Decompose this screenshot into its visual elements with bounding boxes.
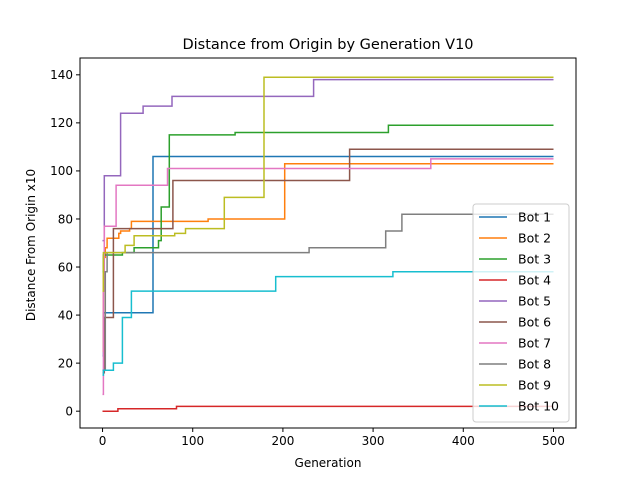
y-tick-label: 120 xyxy=(50,116,73,130)
legend-label: Bot 7 xyxy=(518,336,551,351)
plot-lines xyxy=(102,76,554,412)
x-axis-label: Generation xyxy=(295,456,362,470)
y-axis: 0 20 40 60 80 100 120 140 xyxy=(50,68,80,418)
legend-label: Bot 6 xyxy=(518,315,551,330)
series-line-bot-4 xyxy=(102,405,554,412)
y-tick-label: 100 xyxy=(50,164,73,178)
y-tick-label: 80 xyxy=(58,212,73,226)
legend-label: Bot 3 xyxy=(518,252,551,267)
x-tick-label: 100 xyxy=(181,434,204,448)
x-tick-label: 500 xyxy=(542,434,565,448)
legend: Bot 1 Bot 2 Bot 3 Bot 4 Bot 5 Bot 6 Bot 7 Bot 8… xyxy=(472,203,570,423)
legend-label: Bot 9 xyxy=(518,378,551,393)
legend-label: Bot 4 xyxy=(518,273,551,288)
series-line-bot-5 xyxy=(102,78,554,242)
chart-title: Distance from Origin by Generation V10 xyxy=(182,37,473,53)
series-line-bot-2 xyxy=(102,162,554,352)
legend-label: Bot 5 xyxy=(518,294,551,309)
axes-frame xyxy=(79,57,577,429)
y-tick-label: 20 xyxy=(58,356,73,370)
legend-label: Bot 2 xyxy=(518,231,551,246)
x-tick-label: 400 xyxy=(452,434,475,448)
series-line-bot-9 xyxy=(102,76,554,292)
legend-label: Bot 8 xyxy=(518,357,551,372)
series-line-bot-3 xyxy=(102,124,554,273)
legend-label: Bot 10 xyxy=(518,399,559,414)
legend-label: Bot 1 xyxy=(518,210,551,225)
series-line-bot-6 xyxy=(102,148,554,374)
x-axis: 0 100 200 300 400 500 xyxy=(99,428,565,448)
x-tick-label: 200 xyxy=(271,434,294,448)
y-axis-label: Distance From Origin x10 xyxy=(24,169,38,321)
y-tick-label: 60 xyxy=(58,260,73,274)
y-tick-label: 140 xyxy=(50,68,73,82)
y-tick-label: 0 xyxy=(65,404,73,418)
series-line-bot-10 xyxy=(102,271,554,376)
x-tick-label: 0 xyxy=(99,434,107,448)
y-tick-label: 40 xyxy=(58,308,73,322)
x-tick-label: 300 xyxy=(362,434,385,448)
series-line-bot-8 xyxy=(102,213,554,372)
